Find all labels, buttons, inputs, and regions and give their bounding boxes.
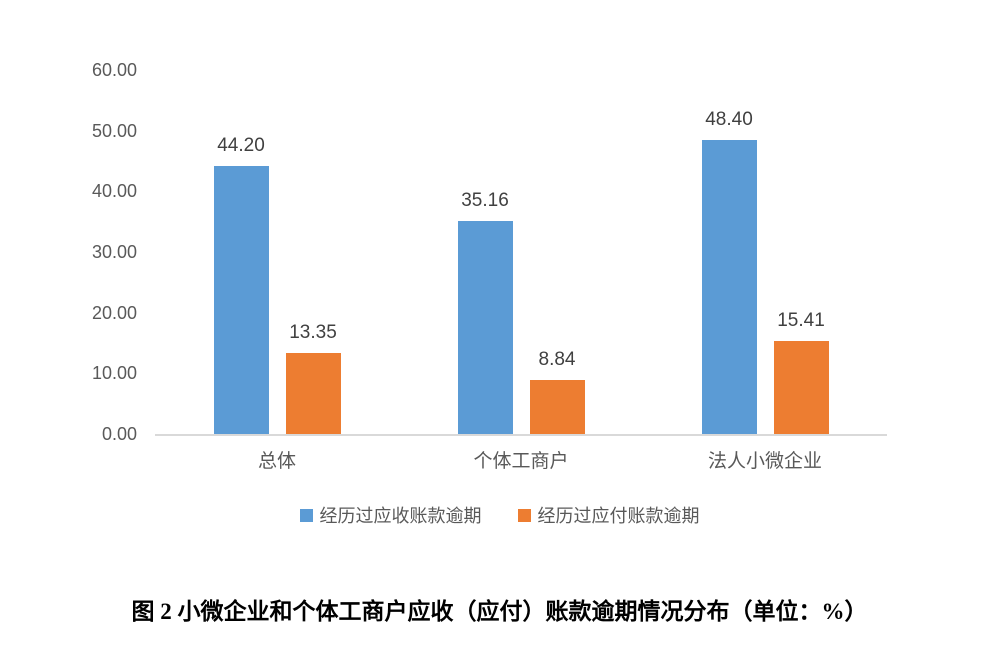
y-tick-label: 60.00: [91, 60, 137, 80]
legend-item-1: 经历过应付账款逾期: [517, 502, 700, 528]
bar-series1-cat0: [285, 353, 341, 434]
y-tick-label: 30.00: [91, 242, 137, 262]
category-label-1: 个体工商户: [473, 451, 569, 472]
bar-series0-cat1: [457, 220, 513, 434]
x-axis-line: [155, 434, 887, 436]
y-tick-label: 50.00: [91, 120, 137, 141]
y-tick-label: 40.00: [91, 181, 137, 202]
category-label-2: 法人小微企业: [707, 451, 822, 472]
bar-series0-cat0: [213, 165, 269, 434]
value-label-series1-cat2: 15.41: [777, 309, 825, 331]
legend-swatch-icon: [517, 508, 531, 522]
legend-label: 经历过应收账款逾期: [319, 506, 482, 526]
value-label-series0-cat0: 44.20: [217, 134, 265, 156]
legend-label: 经历过应付账款逾期: [537, 506, 700, 526]
legend-item-0: 经历过应收账款逾期: [299, 502, 482, 528]
figure-caption: 图 2 小微企业和个体工商户应收（应付）账款逾期情况分布（单位：%）: [131, 599, 868, 624]
bar-series1-cat2: [773, 340, 829, 434]
legend-swatch-icon: [299, 508, 313, 522]
value-label-series0-cat2: 48.40: [705, 109, 753, 131]
value-label-series1-cat0: 13.35: [289, 322, 337, 343]
y-tick-label: 20.00: [91, 302, 137, 323]
y-tick-label: 10.00: [91, 363, 137, 384]
y-tick-label: 0.00: [101, 424, 137, 444]
category-label-0: 总体: [257, 451, 296, 472]
bar-series0-cat2: [701, 140, 757, 434]
value-label-series1-cat1: 8.84: [538, 349, 576, 371]
value-label-series0-cat1: 35.16: [461, 189, 509, 211]
bar-series1-cat1: [529, 380, 585, 434]
chart-legend: 经历过应收账款逾期 经历过应付账款逾期: [0, 502, 999, 528]
